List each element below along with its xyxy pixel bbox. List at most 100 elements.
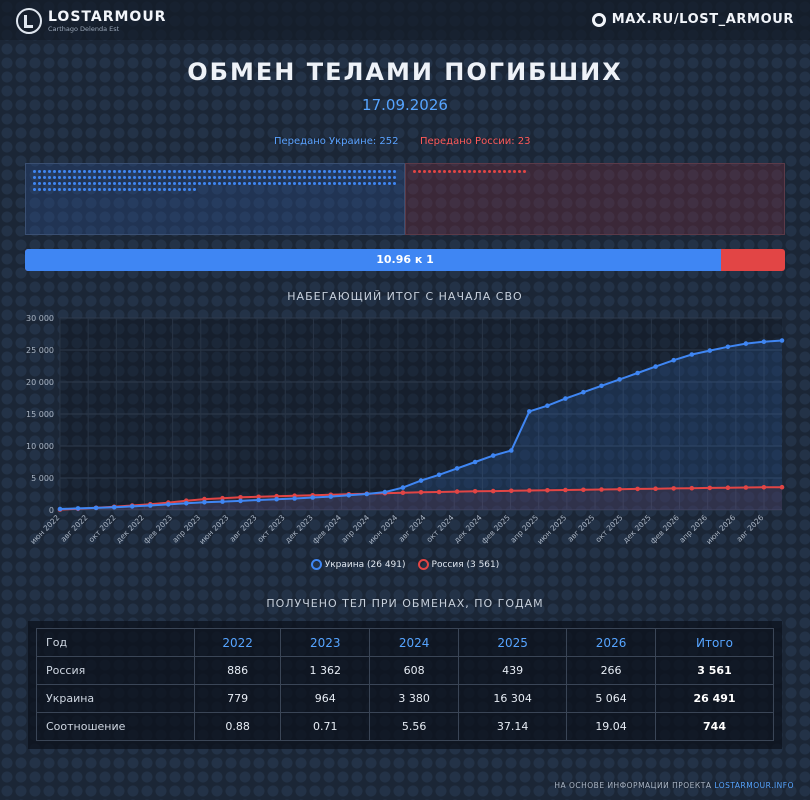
ukraine-body-dot [338, 176, 341, 179]
ukraine-body-dot [258, 170, 261, 173]
ukraine-data-point [328, 494, 334, 499]
y-tick-label: 0 [49, 506, 54, 515]
ukraine-body-dot [333, 182, 336, 185]
ukraine-body-dot [198, 182, 201, 185]
ukraine-body-dot [323, 182, 326, 185]
ukraine-body-dot [218, 170, 221, 173]
ukraine-body-dot [308, 170, 311, 173]
ukraine-data-point [148, 503, 153, 508]
ukraine-body-dot [128, 188, 131, 191]
russia-body-dot [518, 170, 521, 173]
ukraine-body-dot [298, 170, 301, 173]
ukraine-body-dot [133, 176, 136, 179]
russia-body-dot [458, 170, 461, 173]
ukraine-body-dot [318, 170, 321, 173]
ukraine-body-dot [383, 182, 386, 185]
ukraine-data-point [274, 496, 279, 502]
legend-item-russia[interactable]: Россия (3 561) [417, 559, 499, 570]
russia-area [60, 487, 782, 510]
brand-text: LOSTARMOUR Carthago Delenda Est [48, 9, 166, 33]
ukraine-body-dot [178, 182, 181, 185]
site-link[interactable]: MAX.RU/LOST_ARMOUR [591, 12, 794, 27]
russia-data-point [581, 487, 586, 493]
ukraine-body-dot [288, 176, 291, 179]
x-tick-label: авг 2026 [735, 513, 766, 544]
table-row: Украина 779 964 3 380 16 304 5 064 26 49… [36, 684, 774, 713]
ukraine-body-dot [393, 182, 396, 185]
ukraine-body-dot [323, 170, 326, 173]
russia-data-point [599, 487, 604, 492]
ukraine-body-dot [168, 170, 171, 173]
russia-data-point [418, 490, 424, 495]
ukraine-body-dot [248, 176, 251, 179]
ukraine-body-dot [338, 182, 341, 185]
ukraine-data-point [653, 364, 658, 369]
ukraine-body-dot [343, 182, 346, 185]
ukraine-body-dot [328, 170, 331, 173]
legend-marker-russia [417, 559, 429, 570]
ukraine-body-dot [268, 176, 271, 179]
table-header-cell: 2026 [566, 628, 657, 657]
ukraine-body-dot [388, 176, 391, 179]
ukraine-body-dot [153, 182, 156, 185]
ukraine-body-dot [233, 170, 236, 173]
y-tick-label: 5 000 [31, 474, 54, 483]
ukraine-body-dot [378, 176, 381, 179]
ukraine-body-dot [298, 182, 301, 185]
russia-body-dot [523, 170, 526, 173]
ukraine-body-dot [293, 182, 296, 185]
russia-body-dot [433, 170, 436, 173]
ukraine-body-dot [38, 176, 41, 179]
table-header-row: Год 2022 2023 2024 2025 2026 Итого [36, 628, 774, 657]
russia-data-point [563, 487, 568, 493]
ukraine-body-dot [283, 176, 286, 179]
ukraine-body-dot [228, 170, 231, 173]
ukraine-body-dot [138, 188, 141, 191]
ukraine-data-point [75, 506, 81, 511]
table-row-label: Соотношение [36, 712, 195, 741]
ukraine-body-dot [278, 182, 281, 185]
ukraine-body-dot [38, 182, 41, 185]
russia-data-point [400, 490, 406, 495]
russia-data-point [509, 488, 514, 494]
ukraine-body-dot [108, 188, 111, 191]
ukraine-body-dot [118, 170, 121, 173]
ukraine-body-dot [328, 176, 331, 179]
ukraine-body-dot [98, 170, 101, 173]
russia-data-point [202, 496, 207, 502]
ukraine-body-dot [293, 176, 296, 179]
ukraine-body-dot [108, 176, 111, 179]
ukraine-body-dot [63, 188, 66, 191]
ukraine-body-dot [168, 176, 171, 179]
russia-data-point [779, 484, 785, 490]
ukraine-body-dot [228, 176, 231, 179]
ukraine-body-dot [173, 176, 176, 179]
ukraine-body-dot [333, 170, 336, 173]
ukraine-body-dot [83, 182, 86, 185]
ukraine-body-dot [353, 176, 356, 179]
ukraine-body-dot [188, 170, 191, 173]
ukraine-data-point [111, 504, 117, 510]
ukraine-body-dot [273, 170, 276, 173]
ukraine-body-dot [148, 188, 151, 191]
ukraine-data-point [743, 341, 749, 346]
ukraine-body-dot [198, 176, 201, 179]
footer-link[interactable]: LOSTARMOUR.INFO [714, 781, 794, 790]
ukraine-data-point [454, 466, 460, 471]
ukraine-body-dot [58, 176, 61, 179]
ukraine-body-dot [113, 188, 116, 191]
ukraine-body-dot [213, 182, 216, 185]
brand-logo[interactable]: LOSTARMOUR Carthago Delenda Est [16, 8, 166, 34]
ukraine-body-dot [158, 176, 161, 179]
ukraine-body-dot [78, 176, 81, 179]
legend-item-ukraine[interactable]: Украина (26 491) [310, 559, 406, 570]
ukraine-body-dot [208, 182, 211, 185]
ukraine-body-dot [48, 170, 51, 173]
ukraine-data-point [725, 344, 731, 350]
ukraine-body-dot [98, 188, 101, 191]
ukraine-body-dot [158, 188, 161, 191]
lostarmour-logo-icon [16, 8, 42, 34]
x-tick-label: июн 2024 [366, 513, 399, 546]
x-tick-label: фев 2024 [311, 513, 344, 546]
russia-data-point [653, 486, 658, 491]
